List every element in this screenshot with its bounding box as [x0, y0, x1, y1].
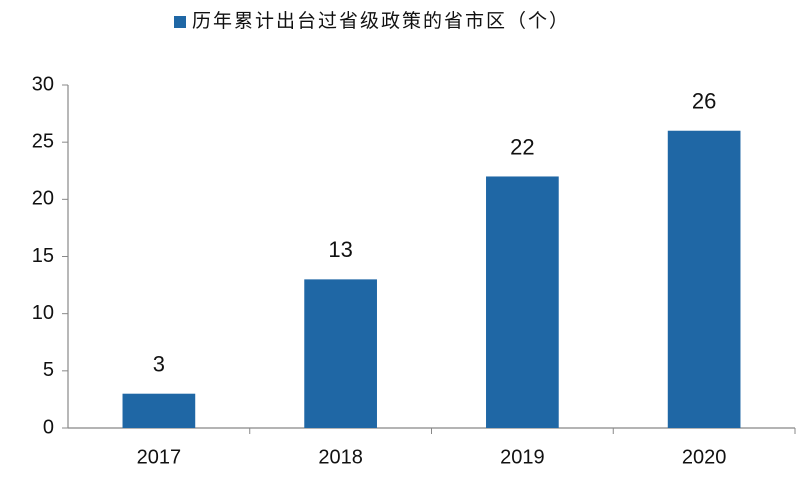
legend-label: 历年累计出台过省级政策的省市区（个） [192, 10, 570, 32]
y-tick-label: 10 [32, 302, 54, 324]
x-tick-label: 2017 [137, 446, 182, 468]
bar [667, 130, 741, 428]
legend-swatch [174, 16, 186, 28]
y-tick-label: 25 [32, 130, 54, 152]
data-label: 26 [692, 89, 716, 114]
x-tick-label: 2020 [682, 446, 727, 468]
data-label: 13 [328, 237, 352, 262]
y-tick-label: 20 [32, 188, 54, 210]
y-tick-label: 15 [32, 245, 54, 267]
x-tick-label: 2018 [318, 446, 363, 468]
y-tick-label: 0 [43, 416, 54, 438]
bar [122, 393, 196, 428]
x-tick-label: 2019 [500, 446, 545, 468]
bar [304, 279, 377, 428]
bar [486, 176, 559, 428]
y-tick-label: 30 [32, 73, 54, 95]
data-label: 22 [510, 134, 534, 159]
data-label: 3 [153, 352, 165, 377]
y-tick-label: 5 [43, 359, 54, 381]
